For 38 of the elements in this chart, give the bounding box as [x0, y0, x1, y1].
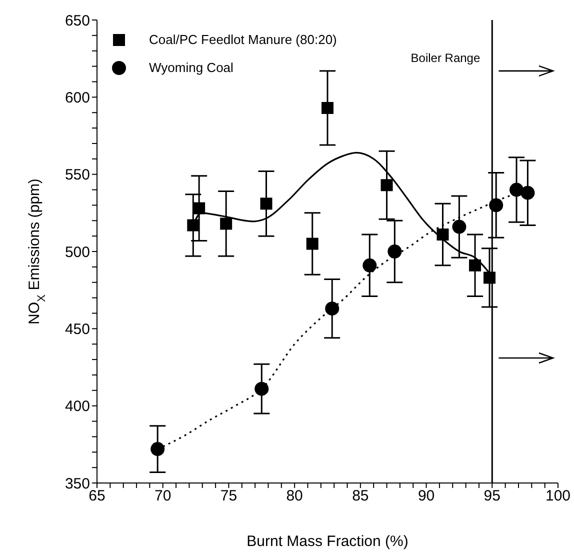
- point: [484, 272, 496, 284]
- legend-label: Wyoming Coal: [149, 59, 234, 77]
- point: [489, 198, 504, 212]
- y-tick-label: 600: [64, 89, 90, 106]
- point: [220, 218, 232, 230]
- y-tick-label: 350: [64, 475, 90, 492]
- y-tick-label: 650: [64, 12, 90, 30]
- point: [362, 258, 377, 272]
- point: [254, 382, 269, 396]
- point: [306, 238, 318, 250]
- x-tick-label: 100: [545, 488, 571, 505]
- x-tick-label: 85: [352, 488, 369, 505]
- point: [380, 179, 393, 192]
- point: [260, 198, 272, 210]
- y-tick-label: 450: [64, 320, 90, 338]
- x-tick-label: 75: [220, 488, 238, 505]
- x-tick-label: 65: [88, 488, 106, 505]
- point: [436, 228, 449, 241]
- ref-line-label: Boiler Range: [410, 51, 480, 65]
- y-tick-label: 400: [64, 398, 90, 416]
- point: [510, 182, 524, 197]
- point: [520, 186, 535, 200]
- x-tick-label: 95: [484, 488, 500, 505]
- point: [322, 102, 334, 114]
- x-tick-label: 70: [154, 488, 172, 505]
- point: [469, 259, 482, 272]
- legend-label: Coal/PC Feedlot Manure (80:20): [149, 31, 337, 49]
- x-axis-title: Burnt Mass Fraction (%): [246, 533, 408, 550]
- x-tick-label: 80: [286, 488, 303, 505]
- point: [187, 219, 200, 232]
- x-tick-label: 90: [418, 488, 435, 505]
- y-tick-label: 500: [64, 244, 90, 261]
- y-tick-label: 550: [64, 166, 90, 184]
- point: [193, 202, 206, 214]
- point: [452, 220, 466, 234]
- point: [325, 302, 340, 316]
- point: [388, 244, 402, 258]
- point: [150, 442, 165, 456]
